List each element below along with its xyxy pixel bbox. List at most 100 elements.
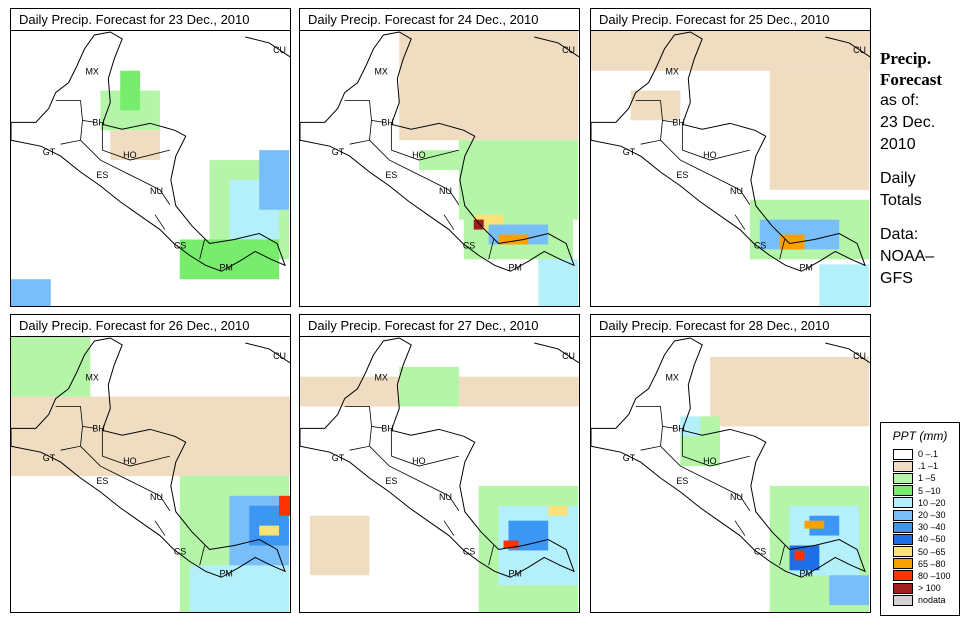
precip-map: MX BH GT HO ES NU CS PM CU [10,336,291,613]
source-line2: GFS [880,270,913,287]
legend-label: 10 –20 [918,497,946,508]
precip-area [259,150,289,210]
legend-item: 50 –65 [893,546,959,558]
daily-label: Daily [880,170,916,187]
country-label: PM [219,262,232,272]
precip-area [829,575,869,606]
country-label: PM [219,568,232,578]
precip-map: MX BH GT HO ES NU CS PM CU [590,30,871,307]
country-label: NU [439,186,452,196]
forecast-panel: Daily Precip. Forecast for 25 Dec., 2010… [590,8,871,307]
country-label: NU [439,492,452,502]
legend-swatch [893,509,913,521]
country-borders [344,406,494,566]
legend-item: nodata [893,594,959,606]
legend: PPT (mm) 0 –.1.1 –1 1 –5 5 –10 10 –20 20 –30… [880,422,960,616]
precip-area [279,495,290,516]
country-label: MX [665,373,678,383]
precip-area [259,525,280,536]
country-label: BH [672,117,684,127]
country-label: BH [92,423,104,433]
precip-area [538,259,578,306]
heading-line2: Forecast [880,70,942,89]
legend-swatch [893,533,913,545]
country-label: HO [123,150,136,160]
precip-area [11,337,91,397]
legend-swatch [893,521,913,533]
country-label: GT [43,147,56,157]
legend-swatch [893,472,913,484]
country-label: PM [508,262,521,272]
country-borders [635,406,785,566]
country-label: GT [43,453,56,463]
country-borders [635,100,785,260]
country-label: MX [665,67,678,77]
panel-title: Daily Precip. Forecast for 24 Dec., 2010 [299,8,580,30]
country-label: HO [123,456,136,466]
legend-swatch [893,570,913,582]
country-label: BH [92,117,104,127]
as-of-year: 2010 [880,136,916,153]
precip-area [189,565,289,612]
legend-swatch [893,558,913,570]
country-label: NU [730,186,743,196]
legend-swatch [893,460,913,472]
country-borders [55,100,205,260]
country-label: HO [703,456,716,466]
cuba-coast [245,36,290,58]
country-label: NU [150,186,163,196]
coastline [11,337,286,578]
cuba-coast [534,342,579,364]
precip-area [630,90,681,121]
legend-item: 20 –30 [893,509,959,521]
coastline [300,337,575,578]
panel-title: Daily Precip. Forecast for 27 Dec., 2010 [299,314,580,336]
precip-map: MX BH GT HO ES NU CS PM CU [590,336,871,613]
precip-area [548,505,569,516]
legend-item: 40 –50 [893,533,959,545]
legend-label: nodata [918,595,946,606]
precip-area [419,150,469,170]
legend-item: .1 –1 [893,460,959,472]
precip-area [819,264,869,306]
country-label: CS [754,240,766,250]
coastline [300,31,575,272]
legend-item: 0 –.1 [893,448,959,460]
legend-label: 30 –40 [918,522,946,533]
cuba-coast [825,36,870,58]
country-label: ES [96,170,108,180]
country-label: ES [385,170,397,180]
country-label: MX [374,373,387,383]
precip-area [110,130,160,161]
legend-swatch [893,594,913,606]
country-label: ES [385,476,397,486]
legend-swatch [893,582,913,594]
legend-item: 10 –20 [893,497,959,509]
country-label: GT [623,453,636,463]
country-label: GT [332,147,345,157]
precip-area [309,515,370,576]
country-borders [344,100,494,260]
country-label: PM [508,568,521,578]
legend-label: 40 –50 [918,534,946,545]
panel-title: Daily Precip. Forecast for 28 Dec., 2010 [590,314,871,336]
legend-item: 1 –5 [893,472,959,484]
heading-line1: Precip. [880,49,932,68]
precip-area [498,234,529,245]
coastline [11,31,286,272]
cuba-coast [825,342,870,364]
country-label: MX [85,373,98,383]
precip-area [804,520,825,529]
country-label: CS [174,546,186,556]
country-label: CU [562,45,575,55]
precip-area [591,31,870,71]
country-borders [55,406,205,566]
precip-area [11,279,51,306]
cuba-coast [245,342,290,364]
forecast-panel: Daily Precip. Forecast for 28 Dec., 2010… [590,314,871,613]
legend-item: 65 –80 [893,558,959,570]
legend-label: 1 –5 [918,473,936,484]
as-of-label: as of: [880,92,920,109]
country-label: ES [676,170,688,180]
country-label: CS [463,546,475,556]
